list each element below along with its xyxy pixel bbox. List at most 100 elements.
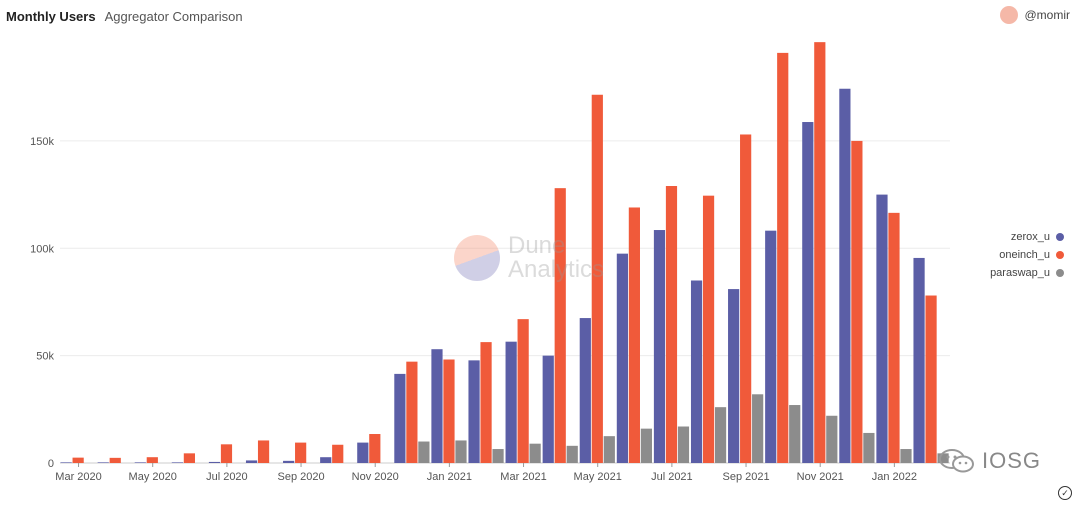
legend-item-paraswap[interactable]: paraswap_u	[944, 264, 1064, 282]
x-tick-label: Nov 2021	[797, 471, 844, 483]
y-tick-label: 100k	[30, 243, 54, 255]
legend-item-oneinch[interactable]: oneinch_u	[944, 246, 1064, 264]
bar-oneinch_u	[777, 52, 789, 463]
bar-zerox_u	[97, 462, 109, 463]
bar-zerox_u	[579, 318, 591, 463]
bar-oneinch_u	[332, 444, 344, 463]
bar-zerox_u	[245, 460, 258, 463]
bar-paraswap_u	[640, 428, 652, 463]
dune-logo-icon	[454, 235, 500, 281]
dune-watermark: Dune Analytics	[454, 234, 604, 282]
legend-dot	[1056, 233, 1064, 241]
watermark-line2: Analytics	[508, 256, 605, 283]
iosg-text: IOSG	[982, 448, 1042, 473]
x-tick-label: Mar 2021	[500, 471, 546, 483]
chart-title: Monthly Users	[6, 8, 96, 24]
bar-oneinch_u	[925, 295, 937, 463]
bar-oneinch_u	[591, 94, 603, 463]
bar-zerox_u	[616, 253, 628, 463]
legend-dot	[1056, 251, 1064, 259]
x-tick-label: Jul 2021	[651, 471, 693, 483]
x-tick-label: Jul 2020	[206, 471, 248, 483]
bar-zerox_u	[505, 341, 517, 463]
bar-zerox_u	[765, 230, 777, 463]
bar-oneinch_u	[740, 134, 752, 464]
bar-paraswap_u	[826, 415, 838, 463]
bar-zerox_u	[839, 88, 851, 464]
bar-oneinch_u	[369, 434, 381, 463]
bar-zerox_u	[208, 461, 221, 463]
bar-zerox_u	[802, 122, 814, 464]
bar-zerox_u	[320, 457, 332, 463]
legend-label: paraswap_u	[990, 267, 1050, 279]
bar-paraswap_u	[529, 443, 541, 463]
y-tick-label: 0	[48, 458, 54, 470]
bar-zerox_u	[134, 462, 146, 463]
bar-paraswap_u	[752, 394, 764, 463]
bar-oneinch_u	[517, 319, 529, 463]
bar-zerox_u	[728, 289, 740, 463]
legend-label: oneinch_u	[999, 249, 1050, 261]
watermark-line1: Dune	[508, 232, 566, 259]
username: @momir	[1024, 8, 1070, 22]
bar-zerox_u	[653, 230, 666, 463]
bar-paraswap_u	[455, 440, 467, 463]
bar-zerox_u	[690, 280, 703, 463]
bar-paraswap_u	[492, 449, 504, 463]
bar-oneinch_u	[183, 453, 195, 463]
bar-paraswap_u	[714, 407, 727, 463]
watermark-text: Dune Analytics	[508, 234, 604, 282]
wechat-icon	[939, 449, 974, 473]
x-tick-label: Jan 2021	[427, 471, 472, 483]
bar-zerox_u	[171, 462, 183, 463]
legend-dot	[1056, 269, 1064, 277]
bar-oneinch_u	[851, 140, 863, 464]
bar-oneinch_u	[72, 457, 84, 463]
chart-header: Monthly Users Aggregator Comparison	[6, 7, 243, 25]
bar-zerox_u	[431, 349, 443, 463]
bar-paraswap_u	[789, 405, 801, 463]
check-icon[interactable]: ✓	[1058, 486, 1072, 500]
bar-oneinch_u	[295, 442, 307, 463]
bar-oneinch_u	[220, 444, 233, 463]
bar-oneinch_u	[257, 440, 270, 463]
bar-paraswap_u	[677, 426, 690, 463]
x-tick-label: May 2020	[129, 471, 177, 483]
bar-oneinch_u	[146, 457, 158, 463]
bar-paraswap_u	[566, 445, 578, 463]
bar-zerox_u	[60, 462, 72, 463]
bar-oneinch_u	[109, 457, 121, 463]
bar-paraswap_u	[937, 453, 949, 463]
bar-oneinch_u	[480, 342, 492, 463]
bar-zerox_u	[542, 355, 554, 463]
bar-zerox_u	[876, 194, 888, 463]
bar-oneinch_u	[702, 195, 715, 464]
x-tick-label: Nov 2020	[352, 471, 399, 483]
user-badge[interactable]: @momir	[1000, 6, 1070, 24]
bar-zerox_u	[468, 360, 480, 463]
x-tick-label: Sep 2020	[277, 471, 324, 483]
bar-oneinch_u	[443, 359, 455, 463]
x-tick-label: Mar 2020	[55, 471, 101, 483]
y-tick-label: 150k	[30, 136, 54, 148]
bar-oneinch_u	[628, 207, 640, 463]
iosg-watermark: IOSG	[938, 448, 1041, 474]
avatar	[1000, 6, 1019, 24]
x-tick-label: Jan 2022	[872, 471, 917, 483]
bar-zerox_u	[394, 373, 406, 463]
y-tick-label: 50k	[36, 351, 54, 363]
bar-zerox_u	[283, 460, 295, 463]
bar-oneinch_u	[814, 42, 826, 464]
x-tick-label: May 2021	[574, 471, 622, 483]
bar-zerox_u	[357, 442, 369, 463]
bar-oneinch_u	[406, 361, 418, 463]
bar-paraswap_u	[863, 432, 875, 463]
x-tick-label: Sep 2021	[722, 471, 769, 483]
bar-oneinch_u	[554, 188, 566, 463]
legend-item-zerox[interactable]: zerox_u	[944, 228, 1064, 246]
bar-paraswap_u	[900, 449, 912, 463]
bar-paraswap_u	[603, 436, 615, 463]
bar-zerox_u	[913, 257, 925, 463]
chart-legend: zerox_u oneinch_u paraswap_u	[944, 228, 1064, 282]
